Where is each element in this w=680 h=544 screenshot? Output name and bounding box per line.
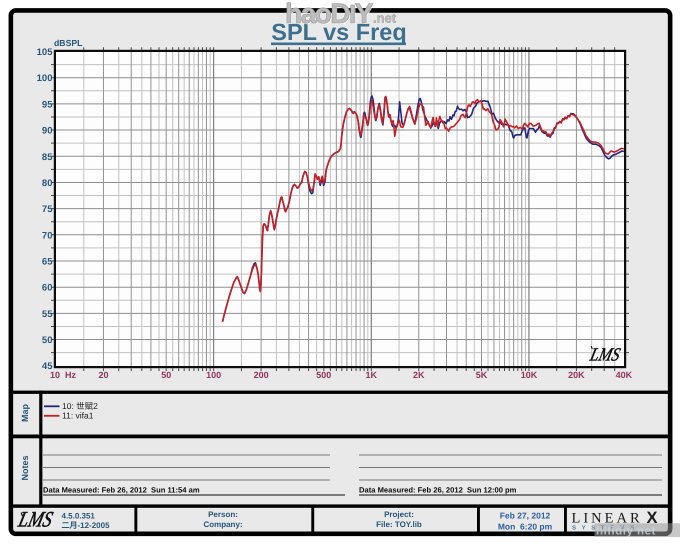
svg-text:5K: 5K xyxy=(476,370,488,380)
svg-text:70: 70 xyxy=(42,230,53,241)
svg-text:65: 65 xyxy=(42,257,53,268)
svg-text:Notes: Notes xyxy=(20,455,30,480)
svg-text:11: vifa1: 11: vifa1 xyxy=(62,411,94,421)
svg-text:Data Measured: Feb 26, 2012 S: Data Measured: Feb 26, 2012 Sun 11:54 am xyxy=(43,486,200,495)
svg-text:45: 45 xyxy=(42,361,53,372)
svg-text:2K: 2K xyxy=(413,370,425,380)
svg-text:50: 50 xyxy=(42,335,53,346)
svg-text:20: 20 xyxy=(98,370,108,380)
svg-text:100: 100 xyxy=(37,73,53,84)
svg-text:90: 90 xyxy=(42,126,53,137)
svg-text:95: 95 xyxy=(42,99,53,110)
svg-text:Mon 6:20 pm: Mon 6:20 pm xyxy=(498,522,553,532)
svg-text:60: 60 xyxy=(42,283,53,294)
svg-text:Project:: Project: xyxy=(384,510,414,519)
svg-text:Data Measured: Feb 26, 2012 S: Data Measured: Feb 26, 2012 Sun 12:00 pm xyxy=(359,486,517,495)
svg-text:80: 80 xyxy=(42,178,53,189)
svg-text:10K: 10K xyxy=(521,370,538,380)
svg-text:20K: 20K xyxy=(568,370,585,380)
svg-text:hifidiy net: hifidiy net xyxy=(596,526,656,538)
svg-text:File: TOY.lib: File: TOY.lib xyxy=(376,520,422,529)
svg-text:二月-12-2005: 二月-12-2005 xyxy=(62,521,111,530)
svg-text:LINEAR: LINEAR xyxy=(572,510,643,526)
svg-text:X: X xyxy=(647,509,658,527)
svg-text:LMS: LMS xyxy=(587,346,622,366)
svg-text:SPL vs Freq: SPL vs Freq xyxy=(271,19,406,45)
svg-text:haoDIY: haoDIY xyxy=(285,0,374,29)
svg-text:Company:: Company: xyxy=(203,520,242,529)
svg-text:haoDIY: haoDIY xyxy=(286,0,375,30)
svg-text:.net: .net xyxy=(373,11,397,26)
svg-text:LMS: LMS xyxy=(15,507,55,532)
svg-text:100: 100 xyxy=(206,370,221,380)
svg-text:Person:: Person: xyxy=(208,510,238,519)
svg-text:55: 55 xyxy=(42,309,53,320)
svg-text:105: 105 xyxy=(37,47,54,58)
svg-text:Feb 27, 2012: Feb 27, 2012 xyxy=(500,511,551,521)
svg-text:10 Hz: 10 Hz xyxy=(50,370,77,380)
svg-text:500: 500 xyxy=(316,370,331,380)
svg-text:10: 世赋2: 10: 世赋2 xyxy=(62,401,98,411)
svg-text:Map: Map xyxy=(20,403,30,422)
svg-text:40K: 40K xyxy=(616,370,633,380)
svg-text:85: 85 xyxy=(42,152,53,163)
svg-text:50: 50 xyxy=(161,370,171,380)
svg-text:75: 75 xyxy=(42,204,53,215)
svg-text:4.5.0.351: 4.5.0.351 xyxy=(62,512,96,521)
svg-text:dBSPL: dBSPL xyxy=(54,38,83,48)
svg-text:200: 200 xyxy=(254,370,269,380)
svg-text:1K: 1K xyxy=(366,370,378,380)
